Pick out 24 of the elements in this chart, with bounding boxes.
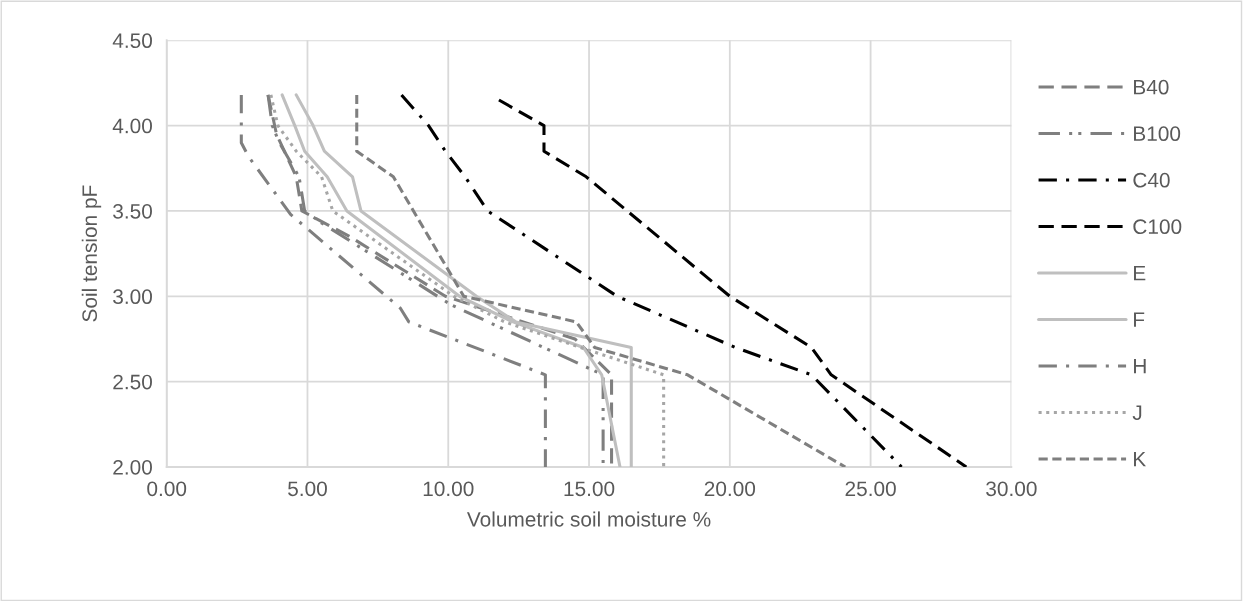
legend-label: J	[1132, 405, 1142, 421]
y-tick-label: 3.50	[113, 203, 152, 219]
legend-label: K	[1134, 452, 1146, 467]
x-axis-title: Volumetric soil moisture %	[466, 511, 711, 527]
y-tick-label: 2.50	[113, 374, 152, 390]
legend-label: H	[1134, 359, 1146, 374]
legend-label: C40	[1133, 172, 1170, 188]
x-tick-label: 5.00	[288, 481, 327, 497]
x-tick-label: 0.00	[147, 481, 187, 497]
legend-label: B40	[1134, 79, 1169, 95]
legend-label: F	[1134, 312, 1145, 327]
legend-label: C100	[1133, 219, 1182, 235]
y-tick-label: 4.50	[112, 33, 152, 49]
x-tick-label: 30.00	[986, 481, 1037, 497]
y-axis-title: Soil tension pF	[81, 185, 102, 322]
y-tick-label: 3.00	[113, 289, 152, 305]
y-tick-label: 4.00	[112, 118, 152, 134]
x-tick-label: 20.00	[704, 481, 756, 497]
x-tick-label: 10.00	[423, 481, 474, 497]
y-tick-label: 2.00	[113, 459, 152, 475]
legend-label: E	[1134, 266, 1146, 281]
x-tick-label: 15.00	[564, 481, 615, 497]
legend-label: B100	[1134, 126, 1181, 142]
x-tick-label: 25.00	[845, 481, 896, 497]
